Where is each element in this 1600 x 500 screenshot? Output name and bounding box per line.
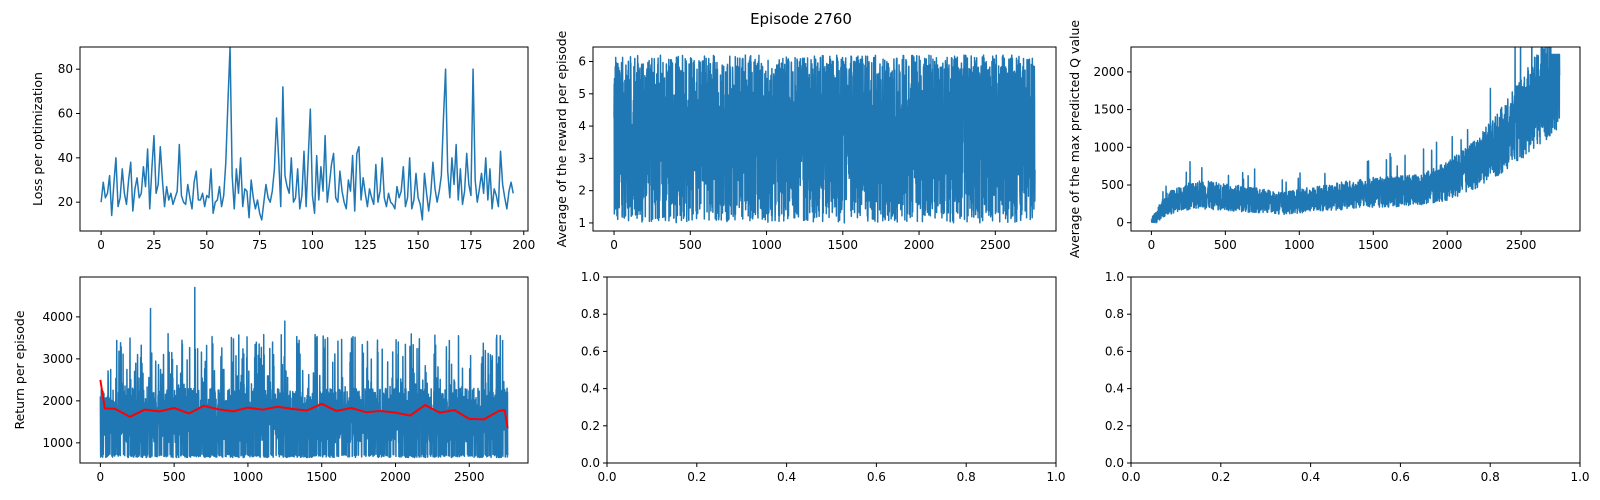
x-tick-label: 1500 xyxy=(1358,238,1389,252)
x-tick-label: 1500 xyxy=(306,470,337,484)
x-tick-label: 0 xyxy=(97,238,105,252)
x-tick-label: 75 xyxy=(252,238,267,252)
x-tick-label: 0.6 xyxy=(867,470,886,484)
y-tick-label: 60 xyxy=(58,107,73,121)
y-tick-label: 1500 xyxy=(1093,103,1124,117)
y-tick-label: 80 xyxy=(58,62,73,76)
x-tick-label: 0.0 xyxy=(1121,470,1140,484)
y-tick-label: 0.2 xyxy=(1105,419,1124,433)
y-tick-label: 500 xyxy=(1101,178,1124,192)
y-tick-label: 4 xyxy=(578,119,586,133)
x-tick-label: 100 xyxy=(301,238,324,252)
x-tick-label: 125 xyxy=(354,238,377,252)
x-tick-label: 500 xyxy=(679,238,702,252)
y-tick-label: 6 xyxy=(578,55,586,69)
y-tick-label: 1.0 xyxy=(1105,270,1124,284)
axes-frame xyxy=(79,46,529,232)
axes-frame xyxy=(79,276,529,464)
y-tick-label: 2000 xyxy=(1093,65,1124,79)
figure-suptitle: Episode 2760 xyxy=(750,10,852,28)
x-tick-label: 500 xyxy=(163,470,186,484)
x-tick-label: 0 xyxy=(610,238,618,252)
y-tick-label: 1 xyxy=(578,216,586,230)
x-tick-label: 2500 xyxy=(454,470,485,484)
plot-area xyxy=(613,54,1036,224)
y-tick-label: 0.6 xyxy=(1105,344,1124,358)
x-tick-label: 0.2 xyxy=(687,470,706,484)
x-tick-label: 0 xyxy=(1148,238,1156,252)
return-panel: 0 500 1000 1500 2000 2500 1000 2000 3000 4000 Retu… xyxy=(12,276,529,484)
x-tick-label: 1.0 xyxy=(1046,470,1065,484)
y-tick-label: 0.0 xyxy=(581,456,600,470)
axes-frame xyxy=(592,46,1057,232)
x-tick-label: 200 xyxy=(512,238,535,252)
y-tick-label: 0 xyxy=(1116,216,1124,230)
axes-frame xyxy=(1130,276,1581,464)
x-tick-label: 2500 xyxy=(1506,238,1537,252)
plot-area xyxy=(1150,47,1561,224)
y-tick-label: 0.6 xyxy=(581,344,600,358)
series-line xyxy=(99,286,509,459)
x-tick-label: 1500 xyxy=(828,238,859,252)
y-tick-label: 5 xyxy=(578,87,586,101)
x-tick-label: 150 xyxy=(407,238,430,252)
x-tick-label: 0 xyxy=(97,470,105,484)
x-tick-label: 0.4 xyxy=(1301,470,1320,484)
y-tick-label: 0.8 xyxy=(1105,307,1124,321)
y-tick-label: 3 xyxy=(578,151,586,165)
series-line xyxy=(613,54,1036,224)
x-tick-label: 1000 xyxy=(233,470,264,484)
x-tick-label: 25 xyxy=(146,238,161,252)
y-axis-label: Loss per optimization xyxy=(30,72,45,206)
y-tick-label: 1000 xyxy=(42,436,73,450)
y-tick-label: 1000 xyxy=(1093,140,1124,154)
y-tick-label: 3000 xyxy=(42,352,73,366)
axes-frame xyxy=(606,276,1057,464)
y-tick-label: 2 xyxy=(578,184,586,198)
y-tick-label: 20 xyxy=(58,195,73,209)
x-tick-label: 500 xyxy=(1214,238,1237,252)
axes-frame xyxy=(1130,46,1581,232)
plot-area xyxy=(99,286,509,459)
x-tick-label: 1000 xyxy=(751,238,782,252)
x-tick-label: 0.2 xyxy=(1211,470,1230,484)
empty-panel-2: 0.0 0.2 0.4 0.6 0.8 1.0 0.0 0.2 0.4 0.6 0.8 1.0 xyxy=(1105,270,1590,484)
y-axis-label: Average of the reward per episode xyxy=(554,30,569,247)
series-line xyxy=(100,47,514,221)
x-tick-label: 0.8 xyxy=(957,470,976,484)
y-tick-label: 0.4 xyxy=(581,382,600,396)
y-tick-label: 1.0 xyxy=(581,270,600,284)
y-tick-label: 4000 xyxy=(42,310,73,324)
y-axis-label: Average of the max predicted Q value xyxy=(1067,20,1082,259)
x-tick-label: 2000 xyxy=(1432,238,1463,252)
x-tick-label: 0.6 xyxy=(1391,470,1410,484)
x-tick-label: 2000 xyxy=(904,238,935,252)
x-tick-label: 0.8 xyxy=(1481,470,1500,484)
y-axis-label: Return per episode xyxy=(12,310,27,429)
y-tick-label: 0.2 xyxy=(581,419,600,433)
y-tick-label: 0.0 xyxy=(1105,456,1124,470)
y-tick-label: 2000 xyxy=(42,394,73,408)
x-tick-label: 1.0 xyxy=(1570,470,1589,484)
y-tick-label: 0.8 xyxy=(581,307,600,321)
x-tick-label: 0.4 xyxy=(777,470,796,484)
series-line xyxy=(1150,47,1561,224)
reward-panel: 0 500 1000 1500 2000 2500 1 2 3 4 5 6 Average of the… xyxy=(554,30,1057,252)
x-tick-label: 175 xyxy=(459,238,482,252)
plot-area xyxy=(100,47,514,221)
q-value-panel: 0 500 1000 1500 2000 2500 0 500 1000 1500 2000 Aver… xyxy=(1067,20,1581,259)
moving-average-line xyxy=(99,379,509,429)
y-tick-label: 0.4 xyxy=(1105,382,1124,396)
loss-panel: 0 25 50 75 100 125 150 175 200 20 40 60 80 Loss per o… xyxy=(30,46,535,252)
empty-panel-1: 0.0 0.2 0.4 0.6 0.8 1.0 0.0 0.2 0.4 0.6 0.8 1.0 xyxy=(581,270,1066,484)
y-tick-label: 40 xyxy=(58,151,73,165)
x-tick-label: 2500 xyxy=(980,238,1011,252)
x-tick-label: 50 xyxy=(199,238,214,252)
x-tick-label: 0.0 xyxy=(597,470,616,484)
x-tick-label: 1000 xyxy=(1284,238,1315,252)
x-tick-label: 2000 xyxy=(380,470,411,484)
